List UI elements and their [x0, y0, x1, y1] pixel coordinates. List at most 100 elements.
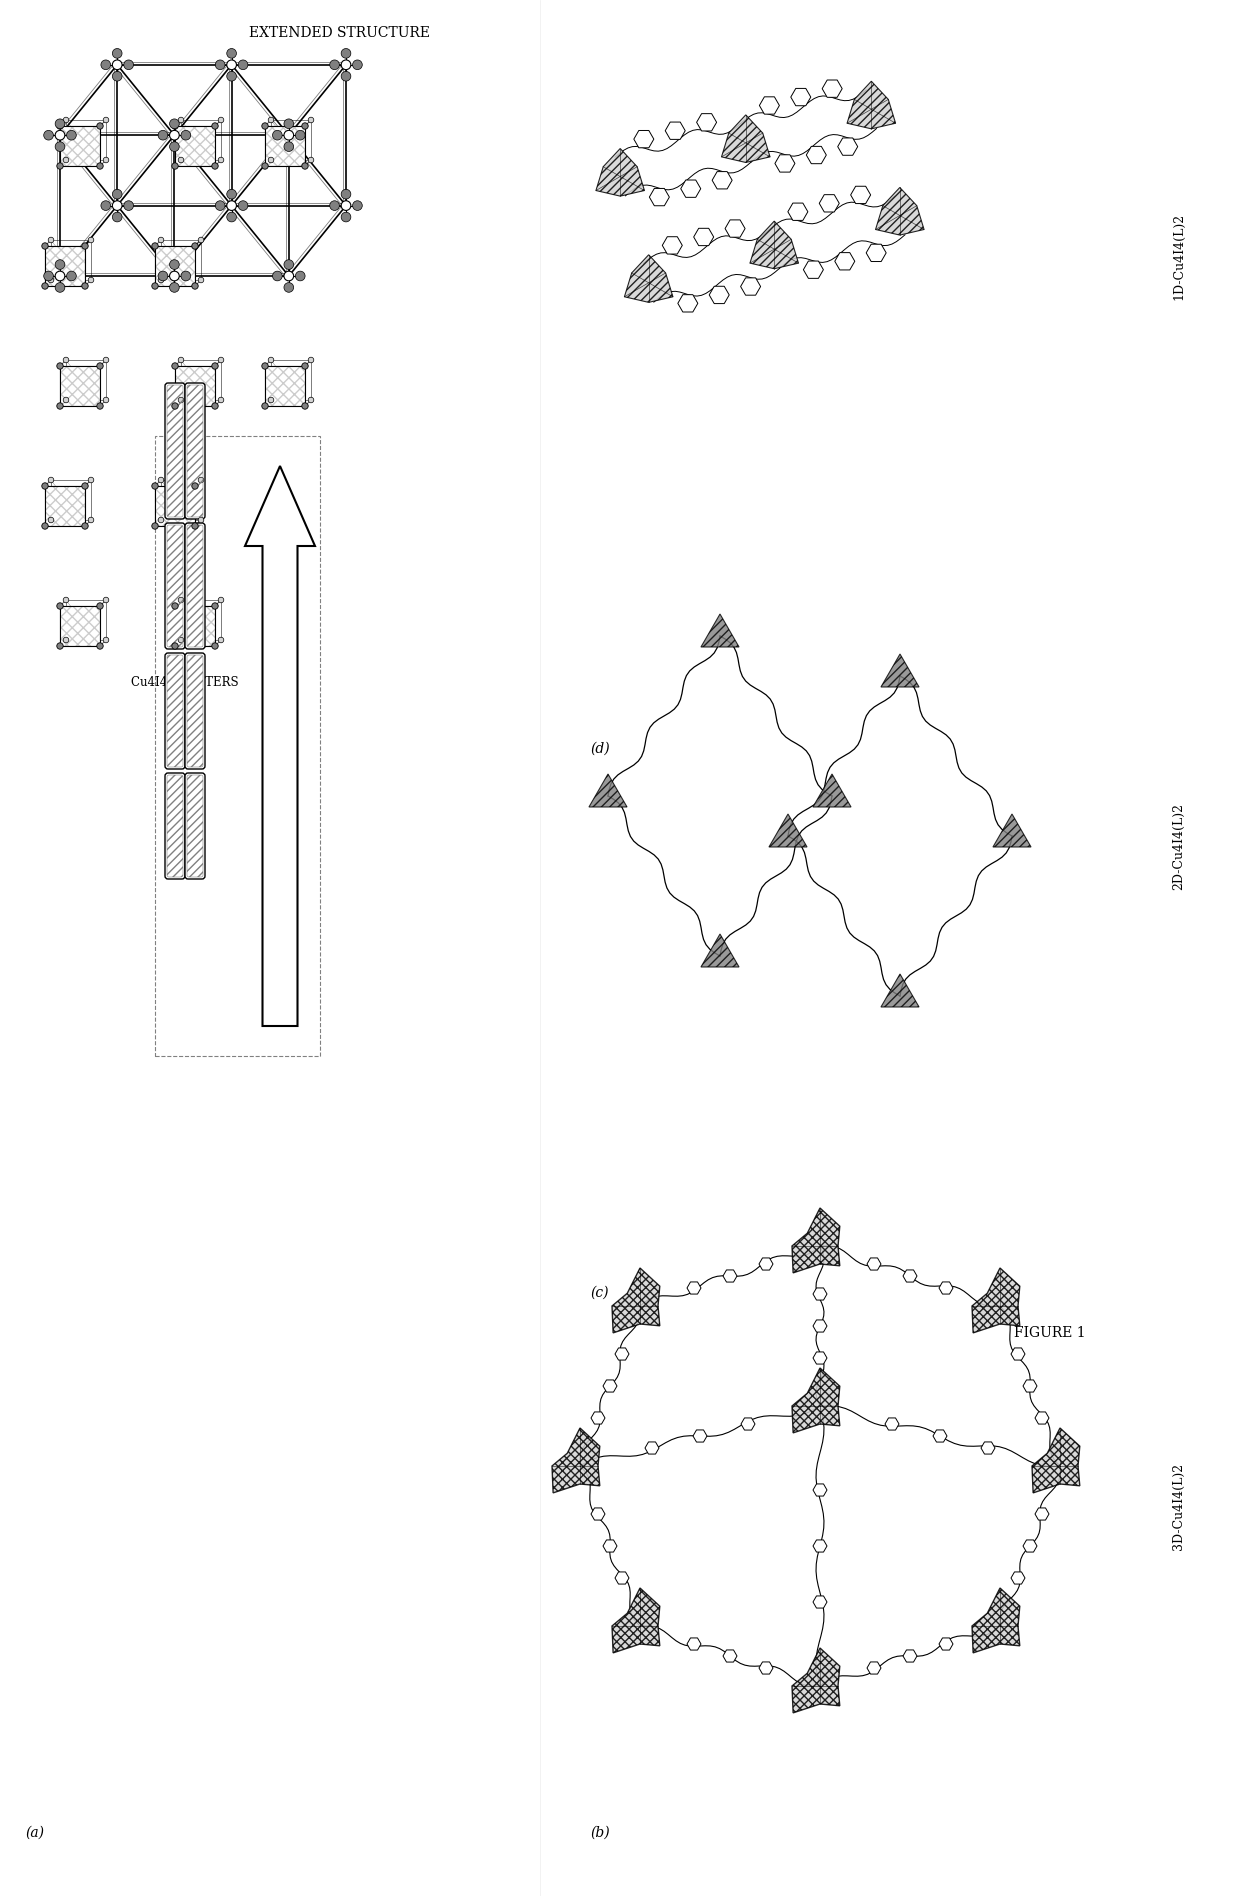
Circle shape: [42, 283, 48, 290]
Circle shape: [48, 277, 53, 283]
Circle shape: [268, 396, 274, 402]
Polygon shape: [847, 82, 895, 129]
Circle shape: [57, 603, 63, 609]
Circle shape: [57, 402, 63, 410]
Circle shape: [301, 123, 309, 129]
Circle shape: [227, 212, 237, 222]
Circle shape: [63, 157, 68, 163]
Polygon shape: [615, 1348, 629, 1359]
Polygon shape: [60, 366, 100, 406]
Text: (c): (c): [590, 1285, 609, 1301]
Circle shape: [57, 362, 63, 370]
Circle shape: [295, 271, 305, 281]
Circle shape: [212, 643, 218, 648]
Circle shape: [284, 119, 294, 129]
Polygon shape: [1011, 1572, 1025, 1583]
Circle shape: [103, 597, 109, 603]
Circle shape: [159, 131, 167, 140]
Circle shape: [301, 163, 309, 169]
Circle shape: [352, 201, 362, 210]
Circle shape: [42, 243, 48, 248]
Polygon shape: [993, 813, 1030, 848]
Circle shape: [159, 518, 164, 523]
Circle shape: [88, 518, 94, 523]
Polygon shape: [835, 252, 854, 269]
Circle shape: [218, 157, 223, 163]
Polygon shape: [740, 279, 760, 296]
Circle shape: [172, 362, 179, 370]
Polygon shape: [712, 173, 732, 190]
Circle shape: [198, 237, 203, 243]
Circle shape: [212, 163, 218, 169]
Polygon shape: [792, 1648, 839, 1712]
Text: (a): (a): [25, 1826, 43, 1839]
FancyBboxPatch shape: [165, 652, 185, 770]
Polygon shape: [723, 1650, 737, 1663]
Polygon shape: [687, 1638, 701, 1650]
Polygon shape: [697, 114, 717, 131]
Polygon shape: [1035, 1507, 1049, 1521]
Circle shape: [227, 72, 237, 82]
Circle shape: [181, 271, 191, 281]
Circle shape: [238, 61, 248, 70]
Circle shape: [170, 142, 180, 152]
Polygon shape: [722, 116, 770, 163]
Polygon shape: [1035, 1413, 1049, 1424]
Circle shape: [172, 402, 179, 410]
Circle shape: [159, 237, 164, 243]
Polygon shape: [693, 1430, 707, 1443]
Circle shape: [67, 271, 77, 281]
Circle shape: [284, 260, 294, 269]
Circle shape: [192, 523, 198, 529]
Polygon shape: [806, 146, 826, 163]
Circle shape: [43, 131, 53, 140]
Polygon shape: [939, 1282, 954, 1295]
Circle shape: [82, 483, 88, 489]
Polygon shape: [838, 138, 858, 155]
Circle shape: [212, 603, 218, 609]
Circle shape: [216, 61, 224, 70]
Circle shape: [172, 603, 179, 609]
Circle shape: [170, 283, 180, 292]
Circle shape: [341, 72, 351, 82]
Polygon shape: [615, 1572, 629, 1583]
Text: (b): (b): [590, 1826, 610, 1839]
Circle shape: [295, 131, 305, 140]
Circle shape: [97, 603, 103, 609]
Polygon shape: [60, 125, 100, 167]
Circle shape: [82, 283, 88, 290]
Circle shape: [82, 243, 88, 248]
Circle shape: [113, 201, 122, 210]
Polygon shape: [591, 1507, 605, 1521]
Text: 2D-Cu4I4(L)2: 2D-Cu4I4(L)2: [1172, 802, 1185, 889]
Polygon shape: [60, 607, 100, 647]
Circle shape: [198, 478, 203, 483]
Circle shape: [82, 523, 88, 529]
Circle shape: [309, 356, 314, 362]
Circle shape: [55, 271, 64, 281]
Circle shape: [218, 396, 223, 402]
Polygon shape: [813, 774, 851, 808]
Polygon shape: [678, 294, 698, 313]
Circle shape: [42, 523, 48, 529]
Polygon shape: [596, 148, 645, 195]
Circle shape: [341, 212, 351, 222]
Circle shape: [159, 478, 164, 483]
Circle shape: [124, 61, 134, 70]
Polygon shape: [759, 97, 780, 114]
FancyBboxPatch shape: [165, 523, 185, 648]
Circle shape: [212, 123, 218, 129]
Circle shape: [103, 637, 109, 643]
Circle shape: [301, 362, 309, 370]
Polygon shape: [603, 1380, 618, 1392]
FancyBboxPatch shape: [185, 383, 205, 520]
Circle shape: [179, 396, 184, 402]
Polygon shape: [742, 1418, 755, 1430]
Polygon shape: [792, 1208, 839, 1272]
Circle shape: [309, 396, 314, 402]
Circle shape: [172, 163, 179, 169]
Circle shape: [170, 271, 180, 281]
Polygon shape: [903, 1270, 918, 1282]
Circle shape: [179, 118, 184, 123]
Polygon shape: [867, 1663, 880, 1674]
